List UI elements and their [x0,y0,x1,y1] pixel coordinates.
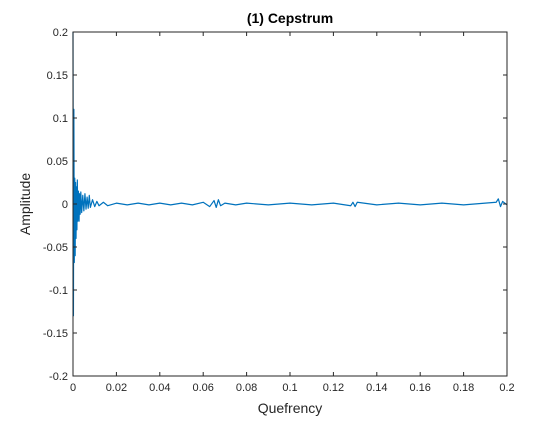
ticks-layer: 0 0.02 0.04 0.06 0.08 0.1 0.12 0.14 0.16 0.18 0.2 -… [43,27,515,394]
x-tick-label: 0.16 [409,382,430,394]
y-tick-label: 0.15 [47,70,68,82]
y-tick-label: 0.2 [53,27,68,39]
x-tick-label: 0.2 [499,382,514,394]
y-tick-label: -0.05 [43,242,68,254]
x-tick-label: 0.14 [366,382,387,394]
x-tick-label: 0 [70,382,76,394]
x-tick-label: 0.12 [323,382,344,394]
y-tick-label: -0.15 [43,328,68,340]
series-line [72,31,508,317]
y-tick-label: -0.1 [49,285,68,297]
axes-box [72,31,508,377]
x-tick-label: 0.18 [453,382,474,394]
x-tick-label: 0.06 [192,382,213,394]
y-tick-label: -0.2 [49,371,68,383]
y-tick-label: 0.05 [47,156,68,168]
x-tick-label: 0.1 [282,382,297,394]
x-axis-label: Quefrency [258,400,323,416]
x-tick-label: 0.02 [106,382,127,394]
y-tick-label: 0.1 [53,113,68,125]
plot-layer [72,31,508,317]
y-axis-label: Amplitude [17,173,33,235]
x-tick-label: 0.04 [149,382,170,394]
y-tick-label: 0 [62,199,68,211]
x-tick-label: 0.08 [236,382,257,394]
chart-title: (1) Cepstrum [247,10,333,26]
